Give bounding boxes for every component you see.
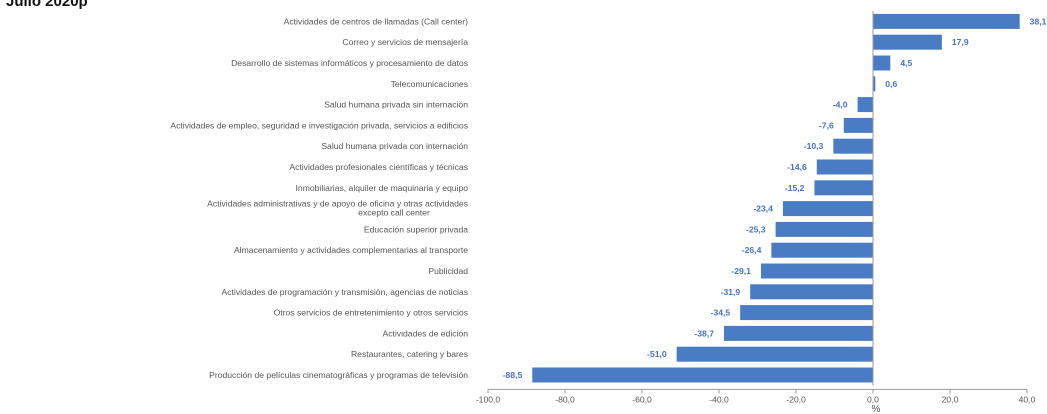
bar-14: [740, 305, 873, 321]
value-label-15: -38,7: [694, 328, 714, 338]
category-label-14: Otros servicios de entretenimiento y otr…: [274, 308, 468, 318]
value-label-13: -31,9: [721, 287, 741, 297]
x-tick-label-2: -60,0: [632, 394, 652, 404]
bar-11: [771, 242, 873, 258]
bar-10: [775, 221, 873, 237]
value-label-12: -29,1: [731, 266, 751, 276]
value-label-6: -10,3: [804, 141, 824, 151]
bar-9: [782, 201, 873, 217]
value-label-9: -23,4: [753, 204, 773, 214]
bar-6: [833, 138, 873, 154]
bar-12: [760, 263, 873, 279]
value-label-3: 0,6: [885, 79, 897, 89]
category-label-16: Restaurantes, catering y bares: [351, 349, 468, 359]
value-label-1: 17,9: [952, 37, 969, 47]
value-label-11: -26,4: [742, 245, 762, 255]
value-label-8: -15,2: [785, 183, 805, 193]
bar-1: [873, 34, 942, 50]
category-label-1: Correo y servicios de mensajería: [342, 37, 468, 47]
value-label-2: 4,5: [900, 58, 912, 68]
x-tick-label-3: -40,0: [709, 394, 729, 404]
category-label-11: Almacenamiento y actividades complementa…: [234, 245, 468, 255]
category-label-17: Producción de películas cinematográficas…: [209, 370, 468, 380]
category-label-3: Telecomunicaciones: [391, 79, 468, 89]
bar-8: [814, 180, 873, 196]
bar-17: [532, 367, 873, 383]
value-label-5: -7,6: [819, 120, 834, 130]
value-label-10: -25,3: [746, 224, 766, 234]
category-label-8: Inmobiliarias, alquiler de maquinaria y …: [296, 183, 469, 193]
x-tick-label-0: -100,0: [476, 394, 501, 404]
value-label-4: -4,0: [833, 100, 848, 110]
x-axis-title: %: [872, 404, 881, 414]
value-label-7: -14,6: [787, 162, 807, 172]
category-label-6: Salud humana privada con internación: [321, 141, 468, 151]
value-label-0: 38,1: [1030, 16, 1047, 26]
value-label-14: -34,5: [711, 308, 731, 318]
category-label-9: Actividades administrativas y de apoyo d…: [207, 199, 468, 218]
category-label-7: Actividades profesionales científicas y …: [289, 162, 468, 172]
category-label-5: Actividades de empleo, seguridad e inves…: [170, 120, 468, 130]
x-tick-label-5: 0,0: [867, 394, 879, 404]
bar-2: [873, 55, 891, 71]
x-tick-label-6: 20,0: [942, 394, 959, 404]
bar-3: [873, 76, 876, 92]
value-label-16: -51,0: [647, 349, 667, 359]
bar-7: [816, 159, 873, 175]
bar-0: [873, 13, 1020, 29]
category-label-2: Desarrollo de sistemas informáticos y pr…: [231, 58, 468, 68]
category-label-4: Salud humana privada sin internación: [324, 100, 468, 110]
bar-16: [676, 346, 873, 362]
bar-4: [857, 97, 873, 113]
category-label-15: Actividades de edición: [382, 328, 468, 338]
category-label-12: Publicidad: [428, 266, 468, 276]
page-title: Julio 2020p: [6, 0, 88, 10]
bar-15: [724, 325, 873, 341]
category-label-0: Actividades de centros de llamadas (Call…: [284, 16, 469, 26]
bar-13: [750, 284, 873, 300]
value-label-17: -88,5: [503, 370, 523, 380]
category-label-10: Educación superior privada: [364, 224, 468, 234]
x-tick-label-7: 40,0: [1019, 394, 1036, 404]
x-tick-label-1: -80,0: [555, 394, 575, 404]
category-label-13: Actividades de programación y transmisió…: [222, 287, 468, 297]
bar-5: [843, 117, 873, 133]
x-tick-label-4: -20,0: [786, 394, 806, 404]
